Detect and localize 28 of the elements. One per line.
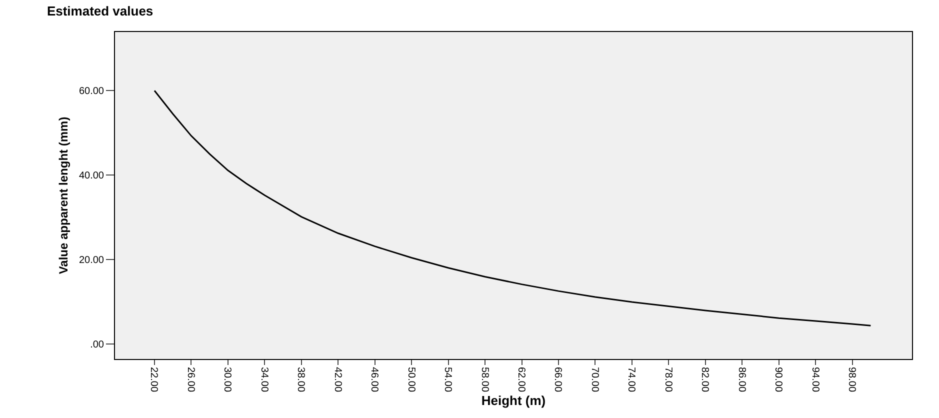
x-tick-label: 50.00 [405,367,416,392]
x-tick-label: 70.00 [588,367,600,392]
y-tick-label: 20.00 [78,254,104,266]
x-tick-label: 66.00 [552,367,564,392]
x-tick-label: 26.00 [184,367,196,392]
x-tick-label: 38.00 [295,367,306,392]
x-tick-label: 34.00 [258,367,270,392]
chart-title: Estimated values [46,3,154,18]
x-tick-label: 46.00 [368,367,380,392]
x-tick-label: 30.00 [222,367,233,392]
x-tick-label: 78.00 [662,367,674,392]
x-tick-label: 42.00 [332,367,343,392]
x-tick-label: 90.00 [772,367,784,392]
x-tick-label: 94.00 [809,367,820,392]
x-tick-label: 98.00 [846,367,858,392]
line-series [154,90,872,326]
x-tick-label: 62.00 [516,367,527,392]
x-tick-label: 74.00 [626,367,637,392]
x-tick-label: 82.00 [699,367,710,392]
x-tick-label: 22.00 [148,367,160,392]
y-tick-label: .00 [90,339,104,350]
x-tick-label: 54.00 [442,367,454,392]
x-tick-label: 58.00 [478,367,490,392]
y-axis-title: Value apparent lenght (mm) [56,116,70,274]
y-tick-label: 60.00 [78,86,104,98]
y-tick-label: 40.00 [78,170,104,182]
x-axis-title: Height (m) [481,393,546,408]
x-tick-label: 86.00 [736,367,747,392]
